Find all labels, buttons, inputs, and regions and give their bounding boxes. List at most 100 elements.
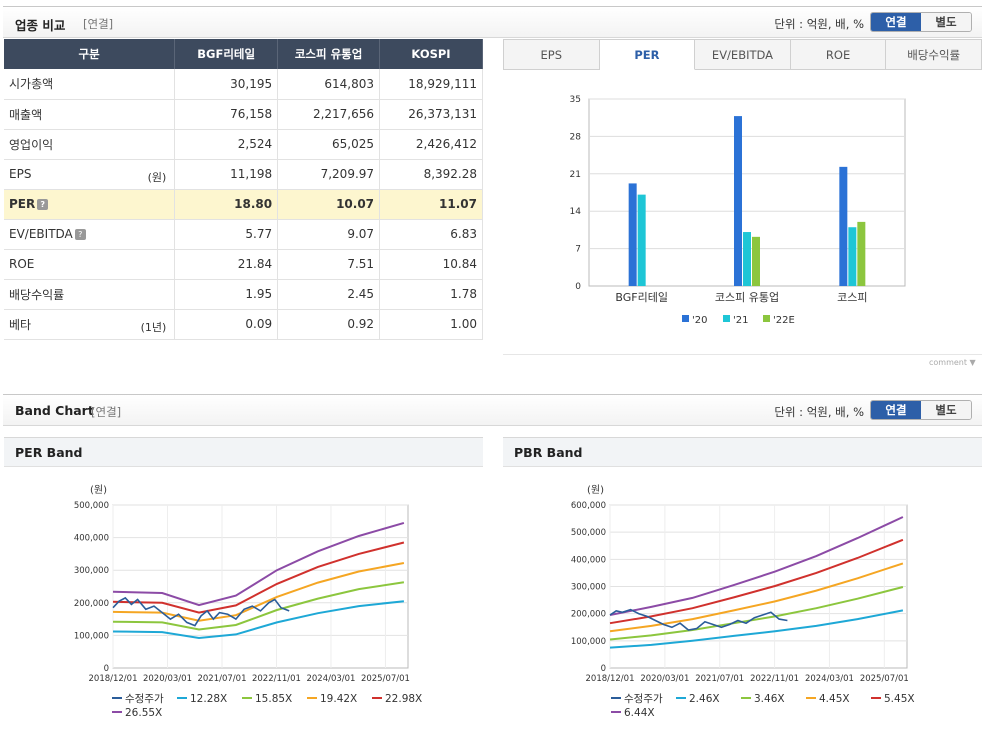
x-tick-label: 2025/07/01: [860, 674, 909, 684]
tab-eps[interactable]: EPS: [503, 39, 600, 70]
table-cell: 30,195: [174, 69, 279, 100]
section-sub: [연결]: [83, 17, 114, 31]
x-tick-label: 2018/12/01: [89, 674, 138, 684]
legend-label: 6.44X: [624, 707, 655, 719]
per-bar-chart: 0 7 14 21 28 35 BGF리테일 코스피 유통업 코스피 '20 '21 '22E: [570, 95, 906, 326]
col-header: BGF리테일: [174, 39, 279, 69]
table-cell: 1.78: [379, 279, 483, 310]
table-row: EPS (원) 11,198 7,209.97 8,392.28: [4, 159, 483, 190]
per-band-chart: (원) 0 100,000 200,000 300,000 400,000 500,000 2…: [74, 484, 422, 719]
col-header: 구분: [4, 39, 176, 69]
legend-label: 2.46X: [689, 693, 720, 705]
band-line: [609, 516, 904, 616]
legend-label: 12.28X: [190, 693, 227, 705]
legend-label: 수정주가: [125, 693, 164, 705]
y-tick-label: 100,000: [74, 631, 109, 641]
unit-label: 단위 : 억원, 배, %: [774, 17, 864, 31]
separate-button[interactable]: 별도: [921, 401, 971, 419]
row-label-text: 매출액: [9, 107, 43, 122]
table-row: 시가총액 30,195 614,803 18,929,111: [4, 69, 483, 100]
table-cell: 614,803: [277, 69, 381, 100]
bar: [752, 236, 760, 286]
table-cell: 18,929,111: [379, 69, 483, 100]
row-label-text: EPS: [9, 167, 32, 181]
row-label-text: 배당수익률: [9, 287, 65, 302]
legend-label: 5.45X: [884, 693, 915, 705]
table-cell: 5.77: [174, 219, 279, 250]
table-cell: 0.09: [174, 309, 279, 340]
row-label: EPS (원): [4, 159, 176, 190]
table-cell: 2,426,412: [379, 129, 483, 160]
help-icon[interactable]: ?: [37, 199, 49, 210]
plot-area: [112, 504, 409, 669]
tab-roe[interactable]: ROE: [790, 39, 887, 70]
tab-ev-ebitda[interactable]: EV/EBITDA: [695, 39, 791, 70]
unit-label: 단위 : 억원, 배, %: [774, 405, 864, 419]
bar: [857, 221, 866, 286]
x-tick-label: 2022/11/01: [750, 674, 799, 684]
table-cell: 0.92: [277, 309, 381, 340]
bar: [734, 116, 742, 286]
table-cell: 2,217,656: [277, 99, 381, 130]
section-sub: [연결]: [91, 405, 122, 419]
row-unit: (원): [147, 170, 167, 184]
row-label: PER?: [4, 189, 176, 220]
band-line: [112, 541, 405, 614]
x-tick-label: 2018/12/01: [586, 674, 635, 684]
row-label-text: EV/EBITDA: [9, 227, 73, 241]
table-row: EV/EBITDA? 5.77 9.07 6.83: [4, 219, 483, 250]
consolidated-button[interactable]: 연결: [871, 401, 921, 419]
legend-label: 19.42X: [320, 693, 357, 705]
row-label-text: 베타: [9, 317, 32, 332]
legend-label: '21: [733, 315, 748, 326]
band-line: [609, 609, 904, 649]
tab-per[interactable]: PER: [599, 39, 696, 70]
comment-link[interactable]: comment ▼: [929, 358, 976, 367]
y-axis-unit: (원): [587, 484, 604, 496]
table-header-row: 구분 BGF리테일 코스피 유통업 KOSPI: [4, 39, 483, 69]
band-line: [609, 586, 904, 641]
y-tick-label: 100,000: [571, 637, 606, 647]
comment-label: comment: [929, 358, 968, 367]
consolidated-button[interactable]: 연결: [871, 13, 921, 31]
band-line: [112, 581, 405, 631]
x-tick-label: 2022/11/01: [252, 674, 301, 684]
row-label-text: 시가총액: [9, 77, 54, 92]
y-tick-label: 200,000: [571, 610, 606, 620]
x-tick-label: 코스피 유통업: [715, 291, 779, 304]
y-tick-label: 14: [570, 207, 582, 217]
table-cell: 1.00: [379, 309, 483, 340]
per-band-title: PER Band: [4, 437, 483, 467]
table-row: 영업이익 2,524 65,025 2,426,412: [4, 129, 483, 160]
table-cell: 7.51: [277, 249, 381, 280]
row-label: 베타 (1년): [4, 309, 176, 340]
separate-button[interactable]: 별도: [921, 13, 971, 31]
y-tick-label: 0: [104, 664, 109, 674]
legend-label: 3.46X: [754, 693, 785, 705]
x-tick-label: BGF리테일: [615, 290, 668, 304]
price-line: [112, 596, 290, 627]
band-line: [609, 538, 904, 625]
row-label: 매출액: [4, 99, 176, 130]
y-tick-label: 35: [570, 95, 581, 105]
y-tick-label: 300,000: [571, 583, 606, 593]
bar: [743, 232, 751, 286]
y-tick-label: 200,000: [74, 599, 109, 609]
legend-label: 26.55X: [125, 707, 162, 719]
table-cell: 21.84: [174, 249, 279, 280]
row-label: 영업이익: [4, 129, 176, 160]
industry-compare-header: 업종 비교 [연결] 단위 : 억원, 배, % 연결 별도: [3, 6, 982, 38]
y-tick-label: 28: [570, 132, 582, 142]
table-cell: 9.07: [277, 219, 381, 250]
y-tick-label: 21: [570, 170, 581, 180]
col-header: KOSPI: [379, 39, 483, 69]
table-cell: 65,025: [277, 129, 381, 160]
y-tick-label: 400,000: [74, 534, 109, 544]
tab-dividend-yield[interactable]: 배당수익률: [886, 39, 982, 70]
section-title: Band Chart: [15, 403, 94, 418]
row-label-text: PER: [9, 197, 36, 211]
table-cell: 11.07: [379, 189, 483, 220]
help-icon[interactable]: ?: [74, 229, 86, 240]
table-row: ROE 21.84 7.51 10.84: [4, 249, 483, 280]
table-cell: 7,209.97: [277, 159, 381, 190]
